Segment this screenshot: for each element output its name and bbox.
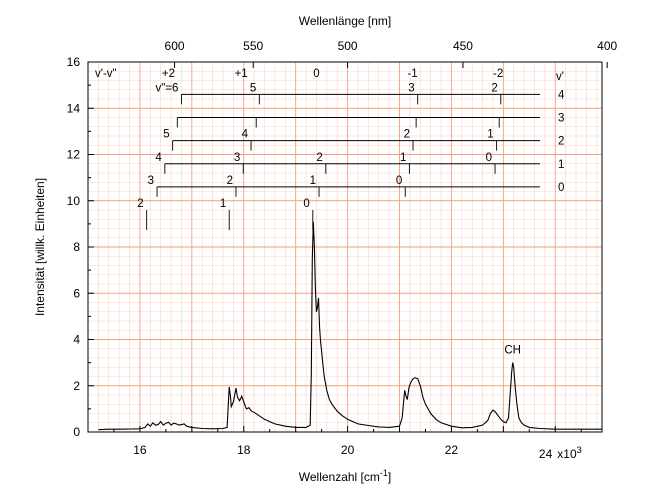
y-tick-label: 10	[67, 194, 81, 208]
top-tick-label: 550	[243, 39, 263, 53]
band-label: 3	[408, 82, 414, 94]
band-label: 2	[137, 198, 143, 210]
band-label: 4	[242, 129, 249, 141]
y-tick-label: 16	[67, 55, 81, 69]
y-tick-label: 14	[67, 101, 81, 115]
y-tick-label: 0	[73, 425, 80, 439]
band-label: 0	[396, 175, 402, 187]
x-axis-title-end: ]	[388, 470, 391, 484]
band-label: 1	[400, 152, 406, 164]
band-label: 3	[234, 152, 240, 164]
delta-v-header: v'-v"	[95, 68, 117, 80]
delta-v-label: +1	[235, 68, 248, 80]
delta-v-label: +2	[162, 68, 175, 80]
x-axis-title-main: Wellenzahl [cm	[299, 470, 380, 484]
v-upper-label: 4	[558, 89, 565, 101]
band-label: 5	[250, 82, 256, 94]
band-label: 2	[404, 129, 410, 141]
v-upper-label: 3	[558, 113, 564, 125]
y-tick-label: 6	[73, 286, 80, 300]
x-tick-label: 16	[133, 443, 147, 457]
top-tick-label: 500	[338, 39, 358, 53]
top-tick-label: 600	[165, 39, 185, 53]
y-tick-label: 8	[73, 240, 80, 254]
y-tick-label: 4	[73, 333, 80, 347]
top-tick-label: 450	[453, 39, 473, 53]
x-tick-label: 22	[445, 443, 459, 457]
x-tick-label: 24	[539, 447, 553, 461]
x-axis-multiplier: x103	[557, 445, 581, 461]
y-tick-label: 2	[73, 379, 80, 393]
v-upper-label: 1	[558, 159, 564, 171]
v-prime-header: v'	[556, 71, 564, 83]
band-label: 5	[163, 129, 169, 141]
x-axis-multiplier-base: x10	[557, 447, 577, 461]
x-tick-label: 20	[341, 443, 355, 457]
delta-v-label: 0	[313, 68, 319, 80]
band-label: 2	[316, 152, 322, 164]
v-upper-label: 2	[558, 136, 564, 148]
x-axis-title: Wellenzahl [cm-1]	[299, 468, 392, 484]
top-axis-title: Wellenlänge [nm]	[299, 14, 392, 28]
band-label: 1	[310, 175, 316, 187]
delta-v-label: -1	[407, 68, 417, 80]
x-tick-label: 18	[237, 443, 251, 457]
band-label: 2	[491, 82, 497, 94]
top-tick-label: 400	[597, 39, 617, 53]
band-label: 0	[303, 198, 309, 210]
band-label: 1	[220, 198, 226, 210]
y-axis-title: Intensität [willk. Einheiten]	[33, 178, 47, 316]
v-upper-label: 0	[558, 182, 564, 194]
y-tick-label: 12	[67, 148, 81, 162]
x-axis-multiplier-exp: 3	[577, 445, 582, 455]
band-label: v"=6	[156, 82, 179, 94]
x-axis-title-sup: -1	[380, 468, 388, 478]
band-label: 2	[227, 175, 233, 187]
spectrum-line	[98, 221, 602, 431]
band-label: 0	[486, 152, 492, 164]
delta-v-label: -2	[493, 68, 503, 80]
band-label: 3	[148, 175, 154, 187]
band-label: 1	[487, 129, 493, 141]
peak-annotation: CH	[504, 344, 521, 356]
band-label: 4	[155, 152, 162, 164]
